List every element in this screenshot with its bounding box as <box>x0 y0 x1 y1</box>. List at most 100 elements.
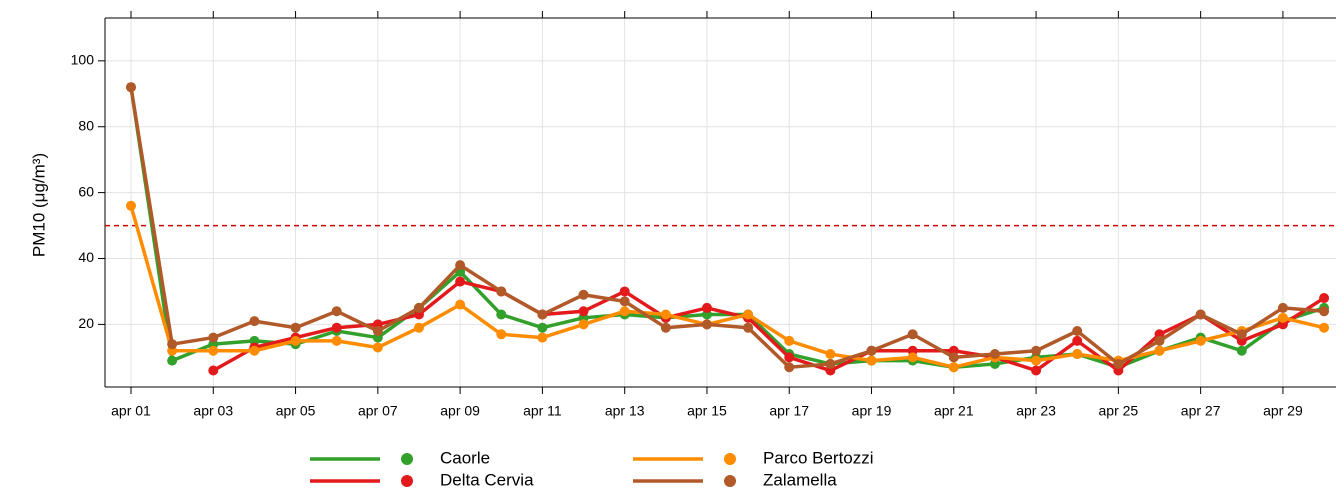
x-tick-label: apr 27 <box>1181 403 1221 419</box>
point <box>167 339 178 350</box>
point <box>126 82 136 93</box>
series-line <box>129 86 1325 369</box>
point <box>537 332 548 343</box>
legend-marker <box>724 453 736 465</box>
point <box>496 329 507 340</box>
point <box>1319 306 1330 317</box>
point <box>784 335 795 346</box>
point <box>1277 312 1288 323</box>
point <box>907 352 918 363</box>
point <box>372 325 383 336</box>
legend-label: Parco Bertozzi <box>763 448 874 467</box>
point <box>496 309 507 320</box>
point <box>413 322 424 333</box>
x-tick-label: apr 11 <box>523 403 562 419</box>
point <box>372 342 383 353</box>
point <box>1154 345 1165 356</box>
legend-marker <box>401 453 413 465</box>
point <box>866 355 877 366</box>
point <box>455 299 466 310</box>
x-tick-label: apr 15 <box>687 403 727 419</box>
point <box>290 335 301 346</box>
point <box>701 302 712 313</box>
y-tick-label: 80 <box>78 117 94 133</box>
legend-marker <box>401 475 413 487</box>
y-tick-label: 40 <box>78 249 94 265</box>
x-tick-label: apr 03 <box>193 403 233 419</box>
point <box>619 296 630 307</box>
point <box>1154 335 1165 346</box>
point <box>1072 325 1083 336</box>
point <box>1319 293 1330 304</box>
point <box>989 349 1000 360</box>
legend-label: Caorle <box>440 448 490 467</box>
point <box>290 322 301 333</box>
legend-label: Delta Cervia <box>440 470 534 489</box>
point <box>1319 322 1330 333</box>
point <box>1236 329 1247 340</box>
y-tick-label: 100 <box>71 52 95 68</box>
point <box>331 335 342 346</box>
point <box>1072 349 1083 360</box>
point <box>249 345 260 356</box>
x-tick-label: apr 17 <box>769 403 809 419</box>
point <box>701 319 712 330</box>
point <box>496 286 507 297</box>
point <box>619 306 630 317</box>
point <box>948 362 959 373</box>
point <box>578 289 589 300</box>
point <box>208 332 219 343</box>
x-tick-label: apr 01 <box>111 403 151 419</box>
legend-marker <box>724 475 736 487</box>
point <box>1072 335 1083 346</box>
point <box>660 309 671 320</box>
point <box>784 362 795 373</box>
point <box>1236 345 1247 356</box>
point <box>784 352 795 363</box>
point <box>331 306 342 317</box>
point <box>578 319 589 330</box>
point <box>208 365 219 376</box>
x-tick-label: apr 07 <box>358 403 398 419</box>
x-tick-label: apr 29 <box>1263 403 1303 419</box>
point <box>331 322 342 333</box>
point <box>743 322 754 333</box>
y-axis-label: PM10 (μg/m³) <box>29 153 48 257</box>
point <box>578 306 589 317</box>
point <box>1277 302 1288 313</box>
point <box>660 322 671 333</box>
point <box>825 358 836 369</box>
point <box>1195 335 1206 346</box>
point <box>208 345 219 356</box>
point <box>948 352 959 363</box>
point <box>1031 355 1042 366</box>
point <box>249 316 260 327</box>
point <box>1195 309 1206 320</box>
x-tick-label: apr 21 <box>934 403 974 419</box>
y-tick-label: 60 <box>78 183 94 199</box>
point <box>743 309 754 320</box>
point <box>167 355 178 366</box>
series-line <box>129 205 1325 369</box>
point <box>455 276 466 287</box>
point <box>537 322 548 333</box>
point <box>907 329 918 340</box>
x-tick-label: apr 23 <box>1016 403 1056 419</box>
x-tick-label: apr 05 <box>276 403 316 419</box>
legend-label: Zalamella <box>763 470 837 489</box>
point <box>1113 358 1124 369</box>
point <box>126 200 136 211</box>
point <box>455 260 466 271</box>
point <box>537 309 548 320</box>
x-tick-label: apr 25 <box>1099 403 1139 419</box>
point <box>1031 365 1042 376</box>
x-tick-label: apr 19 <box>852 403 892 419</box>
point <box>413 302 424 313</box>
y-tick-label: 20 <box>78 315 94 331</box>
point <box>825 349 836 360</box>
point <box>1031 345 1042 356</box>
point <box>866 345 877 356</box>
point <box>619 286 630 297</box>
x-tick-label: apr 13 <box>605 403 645 419</box>
